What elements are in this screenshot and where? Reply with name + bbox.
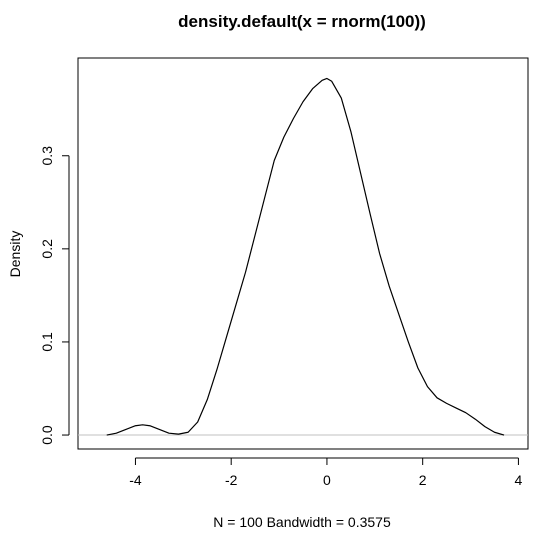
x-axis-label: N = 100 Bandwidth = 0.3575 xyxy=(213,514,391,530)
x-tick-label: 2 xyxy=(419,472,427,488)
y-axis-label: Density xyxy=(7,231,23,278)
chart-title: density.default(x = rnorm(100)) xyxy=(178,12,426,31)
x-tick-label: -2 xyxy=(225,472,238,488)
y-tick-label: 0.3 xyxy=(39,146,55,166)
plot-frame xyxy=(77,57,529,450)
x-tick-label: 0 xyxy=(323,472,331,488)
density-line-0 xyxy=(106,77,505,436)
x-tick-label: -4 xyxy=(129,472,142,488)
y-tick-label: 0.0 xyxy=(39,425,55,445)
x-tick-label: 4 xyxy=(515,472,523,488)
y-tick-label: 0.1 xyxy=(39,332,55,352)
x-axis: -4 -2 0 2 4 xyxy=(129,457,523,488)
y-axis: 0.0 0.1 0.2 0.3 xyxy=(39,146,70,445)
y-tick-label: 0.2 xyxy=(39,239,55,259)
density-curve-group xyxy=(106,77,505,436)
